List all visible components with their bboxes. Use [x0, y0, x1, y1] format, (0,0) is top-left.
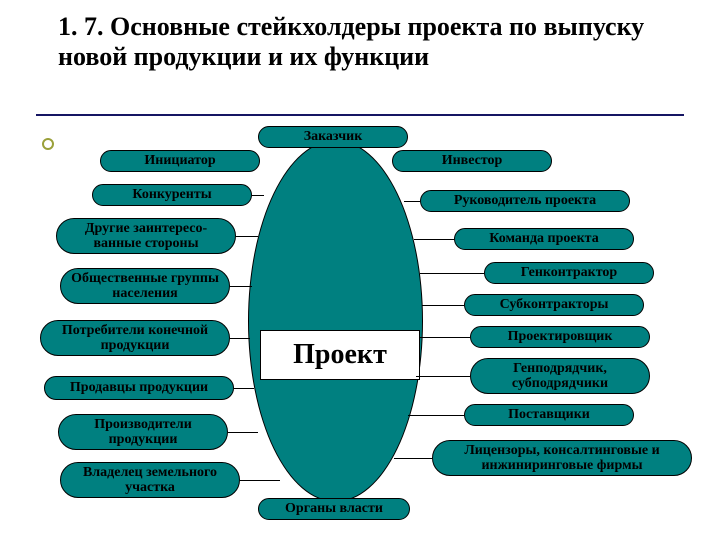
connector: [240, 480, 280, 481]
stakeholder-right-8: Лицензоры, консалтинговые и инжинирингов…: [432, 440, 692, 476]
stakeholder-right-7: Поставщики: [464, 404, 634, 426]
stakeholder-left-1: Конкуренты: [92, 184, 252, 206]
stakeholder-left-4: Потребители конечной продукции: [40, 320, 230, 356]
stakeholder-right-5: Проектировщик: [470, 326, 650, 348]
stakeholder-right-6: Генподрядчик, субподрядчики: [470, 358, 650, 394]
stakeholder-left-2: Другие заинтересо- ванные стороны: [56, 218, 236, 254]
connector: [230, 338, 250, 339]
page-title: 1. 7. Основные стейкхолдеры проекта по в…: [58, 12, 690, 72]
title-underline: [36, 114, 684, 116]
stakeholder-bottom: Органы власти: [258, 498, 410, 520]
stakeholder-left-6: Производители продукции: [58, 414, 228, 450]
connector: [394, 458, 432, 459]
stakeholder-left-5: Продавцы продукции: [44, 376, 234, 400]
connector: [420, 337, 470, 338]
connector: [234, 388, 254, 389]
stakeholder-right-2: Команда проекта: [454, 228, 634, 250]
stakeholder-top: Заказчик: [258, 126, 408, 148]
stakeholder-left-7: Владелец земельного участка: [60, 462, 240, 498]
connector: [236, 236, 258, 237]
connector: [230, 286, 252, 287]
connector: [404, 201, 420, 202]
stakeholder-left-0: Инициатор: [100, 150, 260, 172]
connector: [252, 195, 264, 196]
stakeholder-right-3: Генконтрактор: [484, 262, 654, 284]
stakeholder-right-4: Субконтракторы: [464, 294, 644, 316]
connector: [422, 305, 464, 306]
connector: [408, 415, 464, 416]
center-label: Проект: [260, 330, 420, 380]
stakeholder-left-3: Общественные группы населения: [60, 268, 230, 304]
center-oval: [248, 140, 423, 502]
connector: [420, 273, 484, 274]
stakeholder-right-1: Руководитель проекта: [420, 190, 630, 212]
bullet-icon: [42, 138, 54, 150]
connector: [416, 376, 470, 377]
connector: [414, 239, 454, 240]
connector: [228, 432, 258, 433]
stakeholder-right-0: Инвестор: [392, 150, 552, 172]
